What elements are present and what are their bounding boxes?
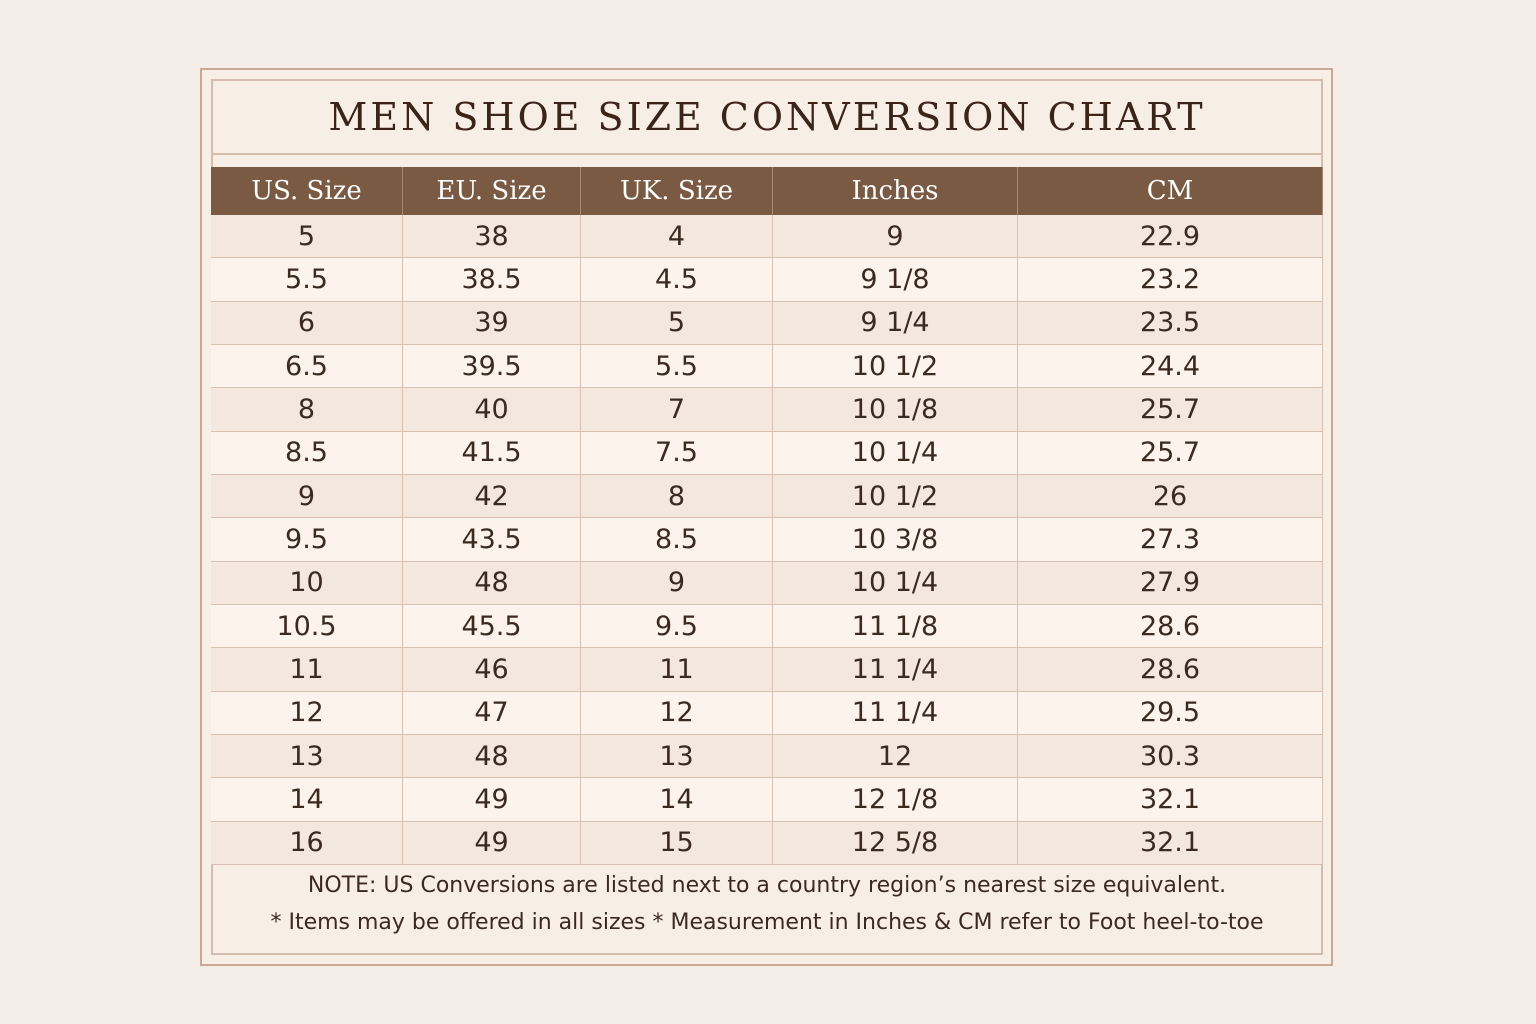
table-cell: 5	[211, 215, 403, 259]
table-cell: 10 1/4	[773, 561, 1018, 605]
table-cell: 11 1/4	[773, 648, 1018, 692]
table-cell: 25.7	[1018, 388, 1323, 432]
table-cell: 28.6	[1018, 605, 1323, 649]
table-cell: 12	[211, 691, 403, 735]
table-cell: 46	[403, 648, 581, 692]
table-cell: 5	[581, 301, 773, 345]
table-cell: 32.1	[1018, 778, 1323, 822]
note: NOTE: US Conversions are listed next to …	[307, 873, 1227, 898]
table-cell: 12 1/8	[773, 778, 1018, 822]
table-cell: 13	[211, 735, 403, 779]
table-cell: 11	[211, 648, 403, 692]
table-cell: 26	[1018, 475, 1323, 519]
table-cell: 16	[211, 821, 403, 865]
table-cell: 23.2	[1018, 258, 1323, 302]
table-cell: 49	[403, 821, 581, 865]
table-cell: 10 1/8	[773, 388, 1018, 432]
table-cell: 29.5	[1018, 691, 1323, 735]
table-cell: 41.5	[403, 431, 581, 475]
table-cell: 9 1/8	[773, 258, 1018, 302]
column-header: CM	[1018, 167, 1323, 215]
table-cell: 6.5	[211, 345, 403, 389]
table-cell: 25.7	[1018, 431, 1323, 475]
table-cell: 5.5	[581, 345, 773, 389]
table-cell: 32.1	[1018, 821, 1323, 865]
table-cell: 24.4	[1018, 345, 1323, 389]
table-cell: 13	[581, 735, 773, 779]
table-cell: 40	[403, 388, 581, 432]
table-cell: 38	[403, 215, 581, 259]
table-cell: 7.5	[581, 431, 773, 475]
table-cell: 30.3	[1018, 735, 1323, 779]
table-cell: 9	[773, 215, 1018, 259]
table-cell: 27.3	[1018, 518, 1323, 562]
table-cell: 6	[211, 301, 403, 345]
column-header: US. Size	[211, 167, 403, 215]
column-header: Inches	[773, 167, 1018, 215]
table-cell: 11 1/4	[773, 691, 1018, 735]
table-cell: 10.5	[211, 605, 403, 649]
table-cell: 10 1/2	[773, 475, 1018, 519]
table-cell: 27.9	[1018, 561, 1323, 605]
table-cell: 8.5	[581, 518, 773, 562]
table-cell: 10 3/8	[773, 518, 1018, 562]
table-cell: 43.5	[403, 518, 581, 562]
table-cell: 7	[581, 388, 773, 432]
table-cell: 10 1/4	[773, 431, 1018, 475]
table-cell: 5.5	[211, 258, 403, 302]
column-header: EU. Size	[403, 167, 581, 215]
table-cell: 15	[581, 821, 773, 865]
table-cell: 8.5	[211, 431, 403, 475]
table-cell: 12	[581, 691, 773, 735]
table-cell: 9.5	[581, 605, 773, 649]
table-cell: 42	[403, 475, 581, 519]
table-cell: 49	[403, 778, 581, 822]
table-cell: 8	[581, 475, 773, 519]
column-header: UK. Size	[581, 167, 773, 215]
table-cell: 38.5	[403, 258, 581, 302]
table-cell: 14	[581, 778, 773, 822]
table-cell: 28.6	[1018, 648, 1323, 692]
table-cell: 39	[403, 301, 581, 345]
table-cell: 11 1/8	[773, 605, 1018, 649]
table-cell: 22.9	[1018, 215, 1323, 259]
table-cell: 47	[403, 691, 581, 735]
table-cell: 14	[211, 778, 403, 822]
table-cell: 12 5/8	[773, 821, 1018, 865]
table-cell: 10	[211, 561, 403, 605]
table-cell: 11	[581, 648, 773, 692]
table-cell: 9	[581, 561, 773, 605]
table-cell: 10 1/2	[773, 345, 1018, 389]
table-cell: 23.5	[1018, 301, 1323, 345]
table-cell: 48	[403, 735, 581, 779]
table-cell: 12	[773, 735, 1018, 779]
table-cell: 48	[403, 561, 581, 605]
note: * Items may be offered in all sizes * Me…	[270, 910, 1264, 935]
table-cell: 9.5	[211, 518, 403, 562]
table-cell: 8	[211, 388, 403, 432]
table-cell: 4.5	[581, 258, 773, 302]
table-cell: 39.5	[403, 345, 581, 389]
chart-title: MEN SHOE SIZE CONVERSION CHART	[211, 79, 1323, 155]
table-cell: 4	[581, 215, 773, 259]
table-cell: 9 1/4	[773, 301, 1018, 345]
table-cell: 45.5	[403, 605, 581, 649]
table-cell: 9	[211, 475, 403, 519]
